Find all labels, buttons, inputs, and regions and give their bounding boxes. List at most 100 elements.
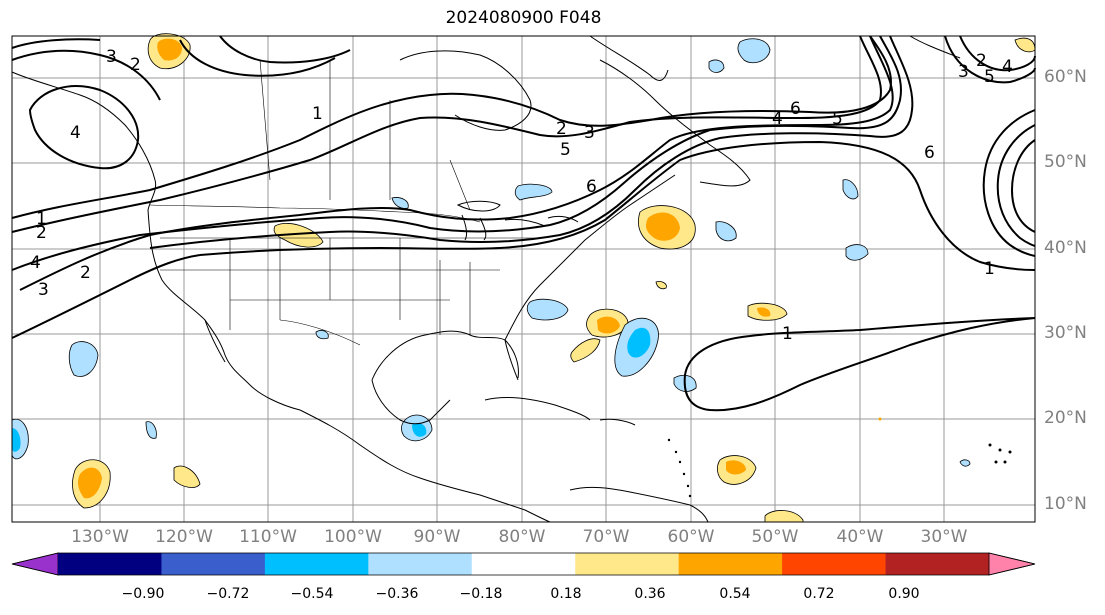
anomaly-negative <box>959 459 971 467</box>
colorbar-segment <box>471 553 576 575</box>
lat-label: 50°N <box>1044 152 1087 172</box>
lon-label: 50°W <box>751 527 799 547</box>
contour-label: 5 <box>984 67 995 87</box>
contour-line <box>11 38 101 49</box>
contour-line <box>11 49 161 101</box>
contour-label: 2 <box>976 51 987 71</box>
contour-line <box>179 39 336 77</box>
lon-label: 30°W <box>920 527 968 547</box>
anomaly-positive <box>655 281 667 290</box>
anomaly-positive <box>173 465 201 488</box>
anomaly-positive <box>570 338 601 363</box>
colorbar-segment <box>368 553 473 575</box>
contour-label: 3 <box>958 62 969 82</box>
contour-line <box>1010 139 1036 233</box>
contour-line <box>11 35 902 271</box>
contour-label: 4 <box>1002 57 1013 77</box>
contour-line <box>199 140 1036 271</box>
contour-labels: 1 1 1 1 2 2 2 2 2 3 3 3 3 4 4 4 4 5 5 5 … <box>30 47 1013 344</box>
colorbar-tick-label: 0.54 <box>719 586 751 602</box>
contour-label: 5 <box>560 140 571 160</box>
colorbar-segment <box>885 553 990 575</box>
colorbar-segment <box>678 553 783 575</box>
contour-label: 2 <box>556 119 567 139</box>
colorbar-segment <box>575 553 680 575</box>
anomaly-negative <box>315 330 329 340</box>
colorbar <box>11 552 1036 576</box>
anomaly-negative <box>842 179 859 200</box>
contour-line <box>982 109 1036 257</box>
map-frame <box>11 35 1036 523</box>
lat-label: 60°N <box>1044 67 1087 87</box>
anomaly-positive <box>273 223 324 248</box>
lat-label: 10°N <box>1044 494 1087 514</box>
contour-label: 3 <box>584 123 595 143</box>
anomaly-negative <box>708 59 725 73</box>
anomaly-positive <box>157 38 182 61</box>
colorbar-tick-label: 0.90 <box>888 586 920 602</box>
colorbar-tick-label: −0.36 <box>375 586 419 602</box>
anomaly-positive <box>597 316 620 334</box>
anomaly-negative <box>715 221 737 242</box>
anomaly-negative <box>391 197 409 209</box>
contour-line <box>959 35 1036 72</box>
contour-label: 1 <box>984 259 995 279</box>
borders <box>149 59 540 346</box>
anomaly-positive <box>646 212 680 241</box>
contour-line <box>11 35 892 219</box>
colorbar-outline <box>11 552 1036 576</box>
colorbar-tick-label: 0.36 <box>634 586 666 602</box>
contour-lines <box>11 35 1036 412</box>
shaded-anomalies <box>11 33 1036 523</box>
lon-label: 110°W <box>239 527 297 547</box>
colorbar-extend-min <box>11 552 59 576</box>
lon-label: 90°W <box>413 527 461 547</box>
contour-label: 2 <box>80 263 91 283</box>
map-title: 2024080900 F048 <box>445 8 602 28</box>
contour-line <box>944 35 1036 84</box>
lon-label: 100°W <box>324 527 382 547</box>
lat-label: 30°N <box>1044 323 1087 343</box>
contour-label: 1 <box>312 104 323 124</box>
anomaly-positive <box>757 307 771 317</box>
contour-line <box>149 35 914 249</box>
lon-label: 80°W <box>498 527 546 547</box>
islands <box>667 417 1012 498</box>
anomaly-positive <box>726 460 746 475</box>
anomaly-negative <box>412 423 427 437</box>
anomaly-negative <box>68 341 99 377</box>
anomaly-negative <box>526 298 569 321</box>
anomaly-negative <box>845 244 869 261</box>
lon-label: 40°W <box>836 527 884 547</box>
contour-line <box>683 317 1036 412</box>
contour-line <box>28 85 140 170</box>
contour-label: 4 <box>772 109 783 129</box>
contour-line <box>11 35 882 233</box>
colorbar-segment <box>58 553 162 575</box>
anomaly-positive <box>77 467 102 499</box>
contour-line <box>19 35 894 291</box>
contour-label: 2 <box>130 55 141 75</box>
contour-label: 3 <box>38 280 49 300</box>
contour-label: 1 <box>36 209 47 229</box>
lon-label: 70°W <box>582 527 630 547</box>
lon-label: 60°W <box>667 527 715 547</box>
lat-label: 40°N <box>1044 238 1087 258</box>
lat-label: 20°N <box>1044 408 1087 428</box>
contour-line <box>11 254 201 339</box>
colorbar-segment <box>782 553 887 575</box>
colorbar-tick-label: −0.18 <box>459 586 503 602</box>
contour-line <box>219 35 351 64</box>
colorbar-segment <box>161 553 266 575</box>
colorbar-tick-label: 0.72 <box>803 586 835 602</box>
contour-label: 6 <box>586 177 597 197</box>
anomaly-negative <box>627 327 651 358</box>
anomaly-negative <box>145 421 157 439</box>
colorbar-tick-label: −0.54 <box>290 586 334 602</box>
contour-label: 2 <box>36 223 47 243</box>
contour-label: 4 <box>30 253 41 273</box>
contour-label: 6 <box>790 99 801 119</box>
contour-label: 5 <box>832 109 843 129</box>
contour-line <box>996 124 1036 247</box>
